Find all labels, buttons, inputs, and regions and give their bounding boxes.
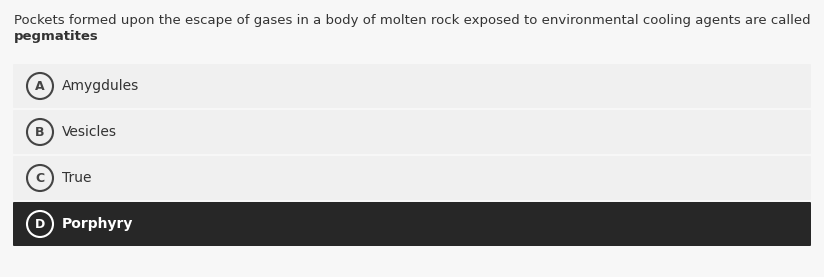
Text: Vesicles: Vesicles — [62, 125, 117, 139]
Text: A: A — [35, 79, 44, 93]
Text: Porphyry: Porphyry — [62, 217, 133, 231]
Text: True: True — [62, 171, 91, 185]
FancyBboxPatch shape — [13, 64, 811, 108]
Text: C: C — [35, 171, 44, 184]
Text: D: D — [35, 217, 45, 230]
Text: Amygdules: Amygdules — [62, 79, 139, 93]
FancyBboxPatch shape — [13, 202, 811, 246]
Text: B: B — [35, 125, 44, 138]
Text: Pockets formed upon the escape of gases in a body of molten rock exposed to envi: Pockets formed upon the escape of gases … — [14, 14, 811, 27]
FancyBboxPatch shape — [13, 156, 811, 200]
Text: pegmatites: pegmatites — [14, 30, 99, 43]
Text: .: . — [69, 30, 73, 43]
FancyBboxPatch shape — [13, 110, 811, 154]
